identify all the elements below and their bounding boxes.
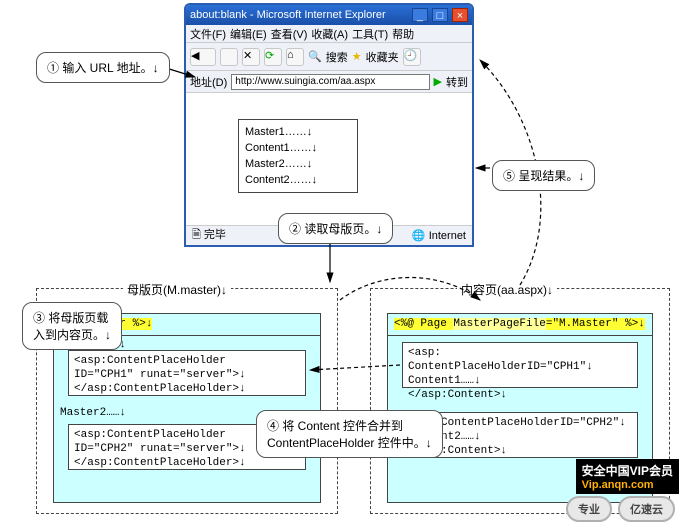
history-button[interactable]: 🕘 (403, 48, 421, 66)
refresh-button[interactable]: ⟳ (264, 48, 282, 66)
page-key: MasterPageFile (453, 318, 545, 330)
bubble-4: ④ 将 Content 控件合并到 ContentPlaceHolder 控件中… (256, 410, 443, 458)
cph1-open: <asp:ContentPlaceHolder (74, 354, 300, 368)
minimize-button[interactable]: _ (412, 8, 428, 22)
bubble-5: ⑤ 呈现结果。↓ (492, 160, 595, 191)
cph1-close: </asp:ContentPlaceHolder>↓ (74, 382, 300, 396)
menu-file[interactable]: 文件(F) (190, 26, 226, 42)
menu-view[interactable]: 查看(V) (271, 26, 308, 42)
badges: 专业 亿速云 (566, 496, 675, 522)
c1-body: Content1……↓ (408, 374, 632, 388)
window-controls: _ □ × (411, 8, 468, 22)
wm-line2: Vip.anqn.com (582, 479, 673, 491)
menu-help[interactable]: 帮助 (392, 26, 414, 42)
content-head: <%@ Page MasterPageFile="M.Master" %>↓ (388, 314, 652, 336)
content1-box: <asp: ContentPlaceHolderID="CPH1"↓ Conte… (402, 342, 638, 388)
master-panel-title: 母版页(M.master)↓ (123, 281, 231, 298)
fav-label[interactable]: 收藏夹 (366, 49, 399, 65)
content-panel-title: 内容页(aa.aspx)↓ (457, 281, 557, 298)
bubble-2: ② 读取母版页。↓ (278, 213, 393, 244)
doc-line: Content2……↓ (245, 172, 351, 188)
page-post: ="M.Master" %>↓ (546, 318, 645, 330)
ie-window: about:blank - Microsoft Internet Explore… (184, 3, 474, 247)
doc-line: Content1……↓ (245, 140, 351, 156)
go-label[interactable]: 转到 (446, 74, 468, 90)
search-label[interactable]: 搜索 (326, 49, 348, 65)
titlebar: about:blank - Microsoft Internet Explore… (186, 5, 472, 25)
close-button[interactable]: × (452, 8, 468, 22)
c1-open: <asp: ContentPlaceHolderID="CPH1"↓ (408, 346, 632, 374)
window-title: about:blank - Microsoft Internet Explore… (190, 9, 386, 21)
url-input[interactable] (231, 74, 429, 90)
forward-button[interactable] (220, 48, 238, 66)
watermark: 安全中国VIP会员 Vip.anqn.com (576, 459, 679, 494)
net-icon: 🌐 (412, 230, 426, 242)
cph2-close: </asp:ContentPlaceHolder>↓ (74, 456, 300, 470)
address-bar: 地址(D) ▶ 转到 (186, 71, 472, 93)
bubble-3: ③ 将母版页载 入到内容页。↓ (22, 302, 122, 350)
go-icon[interactable]: ▶ (434, 75, 442, 88)
doc-line: Master2……↓ (245, 156, 351, 172)
back-button[interactable]: ◀ (190, 48, 216, 66)
badge-2: 亿速云 (618, 496, 675, 522)
menu-edit[interactable]: 编辑(E) (230, 26, 267, 42)
viewport: Master1……↓ Content1……↓ Master2……↓ Conten… (186, 93, 472, 223)
c1-close: </asp:Content>↓ (408, 388, 632, 402)
home-button[interactable]: ⌂ (286, 48, 304, 66)
address-label: 地址(D) (190, 74, 227, 90)
search-icon[interactable]: 🔍 (308, 50, 322, 63)
menubar: 文件(F) 编辑(E) 查看(V) 收藏(A) 工具(T) 帮助 (186, 25, 472, 43)
doc-line: Master1……↓ (245, 124, 351, 140)
menu-fav[interactable]: 收藏(A) (311, 26, 348, 42)
status-net: Internet (429, 230, 466, 242)
toolbar: ◀ ✕ ⟳ ⌂ 🔍 搜索 ★ 收藏夹 🕘 (186, 43, 472, 71)
wm-line1: 安全中国VIP会员 (582, 464, 673, 478)
stop-button[interactable]: ✕ (242, 48, 260, 66)
menu-tool[interactable]: 工具(T) (352, 26, 388, 42)
status-done: 完毕 (204, 229, 226, 241)
done-icon: 🗎 (192, 229, 201, 241)
badge-1: 专业 (566, 496, 612, 522)
maximize-button[interactable]: □ (432, 8, 448, 22)
fav-icon[interactable]: ★ (352, 50, 362, 63)
bubble-1: ① 输入 URL 地址。↓ (36, 52, 170, 83)
cph1-box: <asp:ContentPlaceHolder ID="CPH1" runat=… (68, 350, 306, 396)
page-open: <%@ Page (394, 318, 453, 330)
cph1-attr: ID="CPH1" runat="server">↓ (74, 368, 300, 382)
rendered-doc: Master1……↓ Content1……↓ Master2……↓ Conten… (238, 119, 358, 193)
